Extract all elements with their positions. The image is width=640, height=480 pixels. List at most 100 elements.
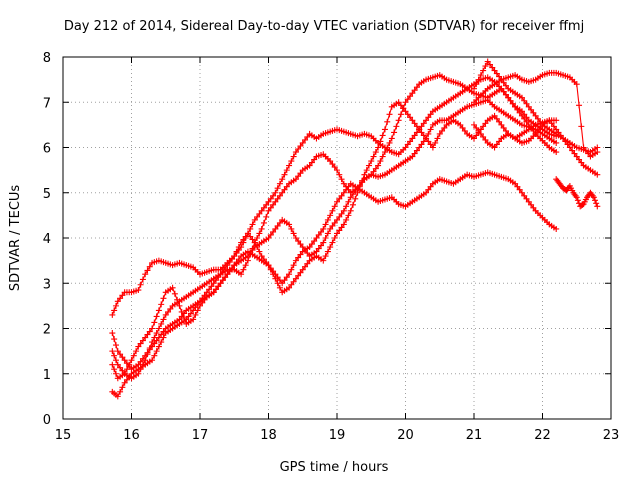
data-point-marker <box>260 219 267 226</box>
data-point-marker <box>272 225 279 232</box>
data-point-marker <box>265 262 272 269</box>
data-point-marker <box>160 295 167 302</box>
data-point-marker <box>149 339 156 346</box>
data-point-marker <box>329 161 336 168</box>
data-point-marker <box>500 88 507 95</box>
data-point-marker <box>290 262 297 269</box>
data-point-marker <box>304 133 311 140</box>
data-point-marker <box>265 235 272 241</box>
data-point-marker <box>165 308 172 315</box>
data-point-marker <box>359 177 366 184</box>
data-point-marker <box>550 123 557 130</box>
data-point-marker <box>263 201 270 208</box>
data-point-marker <box>324 216 331 223</box>
data-point-marker <box>249 236 256 243</box>
data-point-marker <box>142 357 149 364</box>
y-tick-label: 2 <box>43 323 51 338</box>
data-point-marker <box>343 203 350 210</box>
data-point-marker <box>384 118 391 125</box>
data-point-marker <box>571 150 578 157</box>
data-point-marker <box>537 118 544 125</box>
data-point-marker <box>187 310 194 317</box>
data-point-marker <box>146 345 153 352</box>
data-point-marker <box>423 117 430 124</box>
data-point-marker <box>251 239 258 246</box>
data-point-marker <box>338 224 345 231</box>
data-point-marker <box>283 183 290 190</box>
data-point-marker <box>425 130 432 137</box>
data-point-marker <box>340 180 347 187</box>
data-point-marker <box>260 256 267 263</box>
data-point-marker <box>254 244 261 251</box>
data-point-marker <box>573 194 580 201</box>
data-point-marker <box>224 262 231 269</box>
data-point-marker <box>228 256 235 263</box>
data-point-marker <box>272 198 279 205</box>
y-tick-label: 7 <box>43 96 51 111</box>
data-point-marker <box>153 330 160 337</box>
y-tick-label: 6 <box>43 142 51 157</box>
data-point-marker <box>521 111 528 118</box>
data-point-marker <box>247 233 254 240</box>
data-point-marker <box>576 102 583 109</box>
data-point-marker <box>146 328 153 335</box>
data-point-marker <box>534 127 541 134</box>
x-tick-label: 15 <box>55 428 72 443</box>
data-point-marker <box>322 253 329 260</box>
data-point-marker <box>500 124 507 131</box>
data-point-marker <box>112 370 119 377</box>
data-point-marker <box>523 100 530 107</box>
data-point-marker <box>482 63 489 70</box>
data-point-marker <box>249 247 256 254</box>
data-point-marker <box>397 111 404 118</box>
data-point-marker <box>112 302 119 309</box>
data-point-marker <box>489 64 496 71</box>
data-point-marker <box>436 130 443 137</box>
data-point-marker <box>534 115 541 122</box>
y-tick-label: 4 <box>43 232 51 247</box>
series-track-i <box>553 176 601 210</box>
data-point-marker <box>372 165 379 172</box>
data-point-marker <box>119 367 126 374</box>
x-tick-label: 17 <box>192 428 209 443</box>
data-point-marker <box>507 97 514 104</box>
data-point-marker <box>336 171 343 178</box>
data-point-marker <box>297 251 304 258</box>
data-point-marker <box>288 225 295 232</box>
data-point-marker <box>352 195 359 202</box>
data-point-marker <box>404 141 411 148</box>
data-point-marker <box>274 222 281 229</box>
data-point-marker <box>329 222 336 229</box>
data-point-marker <box>553 126 560 133</box>
data-point-marker <box>292 176 299 183</box>
data-point-marker <box>222 274 229 281</box>
data-point-marker <box>320 257 327 264</box>
data-point-marker <box>411 132 418 139</box>
data-point-marker <box>292 257 299 264</box>
data-point-marker <box>109 311 116 318</box>
data-point-marker <box>388 135 395 142</box>
data-point-marker <box>404 111 411 118</box>
data-point-marker <box>473 124 480 131</box>
data-point-marker <box>400 105 407 112</box>
data-point-marker <box>162 311 169 318</box>
data-point-marker <box>498 121 505 128</box>
data-point-marker <box>562 138 569 145</box>
data-point-marker <box>128 357 135 364</box>
data-point-marker <box>521 192 528 199</box>
data-point-marker <box>484 58 491 65</box>
data-point-marker <box>590 194 597 201</box>
data-point-marker <box>537 124 544 131</box>
data-point-marker <box>263 213 270 220</box>
data-point-marker <box>411 87 418 94</box>
data-point-marker <box>334 198 340 205</box>
data-point-marker <box>183 316 190 323</box>
data-point-marker <box>240 266 247 273</box>
data-point-marker <box>331 235 338 241</box>
data-point-marker <box>327 158 334 165</box>
data-point-marker <box>509 100 516 107</box>
data-point-marker <box>384 144 391 151</box>
data-point-marker <box>594 203 601 210</box>
data-point-marker <box>566 144 573 151</box>
data-point-marker <box>573 153 580 160</box>
